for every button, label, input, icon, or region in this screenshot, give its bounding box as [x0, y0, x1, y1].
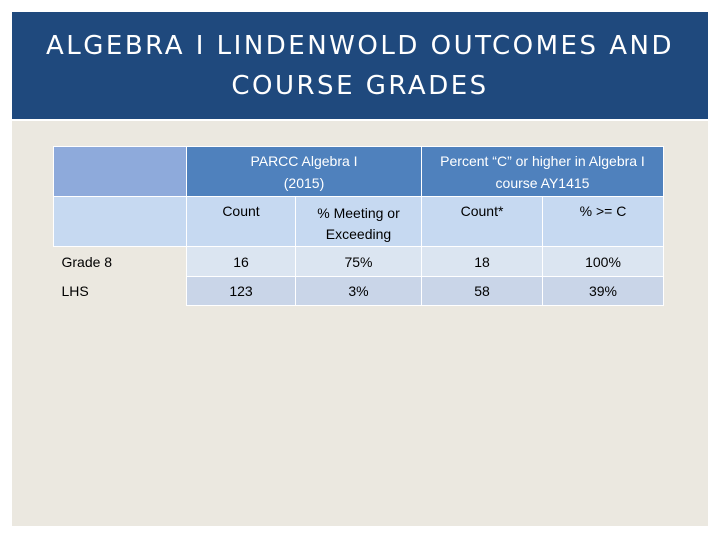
- course-group-header-label: Percent “C” or higher in Algebra I cours…: [440, 152, 645, 191]
- slide-title: ALGEBRA I LINDENWOLD OUTCOMES AND COURSE…: [46, 30, 674, 101]
- table-cell: 39%: [542, 276, 664, 306]
- sub-header-percent-c: % >= C: [542, 196, 664, 247]
- table-cell: 16: [186, 246, 296, 277]
- table-cell: 3%: [295, 276, 422, 306]
- sub-header-percent-meeting: % Meeting or Exceeding: [295, 196, 422, 247]
- sub-header-count: Count: [186, 196, 296, 247]
- table-cell: 58: [421, 276, 543, 306]
- table-group-header-row: PARCC Algebra I (2015) Percent “C” or hi…: [53, 146, 664, 197]
- course-group-header: Percent “C” or higher in Algebra I cours…: [421, 146, 664, 197]
- parcc-group-header: PARCC Algebra I (2015): [186, 146, 422, 197]
- sub-header-count-star: Count*: [421, 196, 543, 247]
- row-label-grade-8: Grade 8: [61, 253, 113, 270]
- table-row: Grade 8 16 75% 18 100%: [54, 246, 664, 277]
- table-cell: 18: [421, 246, 543, 277]
- table-row: LHS 123 3% 58 39%: [54, 276, 664, 306]
- table-corner-cell: [53, 146, 187, 197]
- row-label-lhs: LHS: [61, 283, 89, 299]
- table-row-label-header: [53, 196, 187, 247]
- parcc-group-header-label: PARCC Algebra I (2015): [250, 152, 358, 191]
- outcomes-table: PARCC Algebra I (2015) Percent “C” or hi…: [53, 146, 664, 306]
- table-sub-header-row: Count % Meeting or Exceeding Count* % >=…: [53, 196, 664, 247]
- table-cell: 100%: [542, 246, 664, 277]
- table-cell: 123: [186, 276, 296, 306]
- table-cell: 75%: [295, 246, 422, 277]
- slide-title-bar: ALGEBRA I LINDENWOLD OUTCOMES AND COURSE…: [12, 12, 708, 119]
